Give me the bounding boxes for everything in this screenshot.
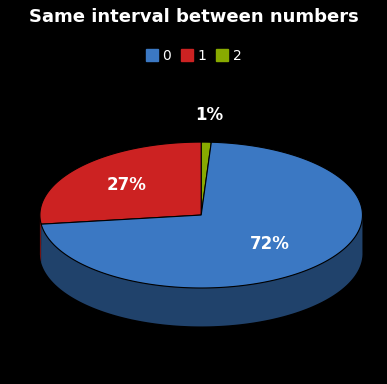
Polygon shape — [201, 142, 211, 215]
Polygon shape — [41, 142, 363, 288]
Polygon shape — [41, 216, 363, 326]
Ellipse shape — [40, 180, 363, 326]
Text: 27%: 27% — [106, 176, 146, 194]
Polygon shape — [40, 142, 201, 224]
Legend: 0, 1, 2: 0, 1, 2 — [140, 43, 247, 68]
Polygon shape — [40, 215, 41, 263]
Text: 1%: 1% — [195, 106, 223, 124]
Text: 72%: 72% — [250, 235, 289, 253]
Text: Same interval between numbers: Same interval between numbers — [29, 8, 358, 26]
